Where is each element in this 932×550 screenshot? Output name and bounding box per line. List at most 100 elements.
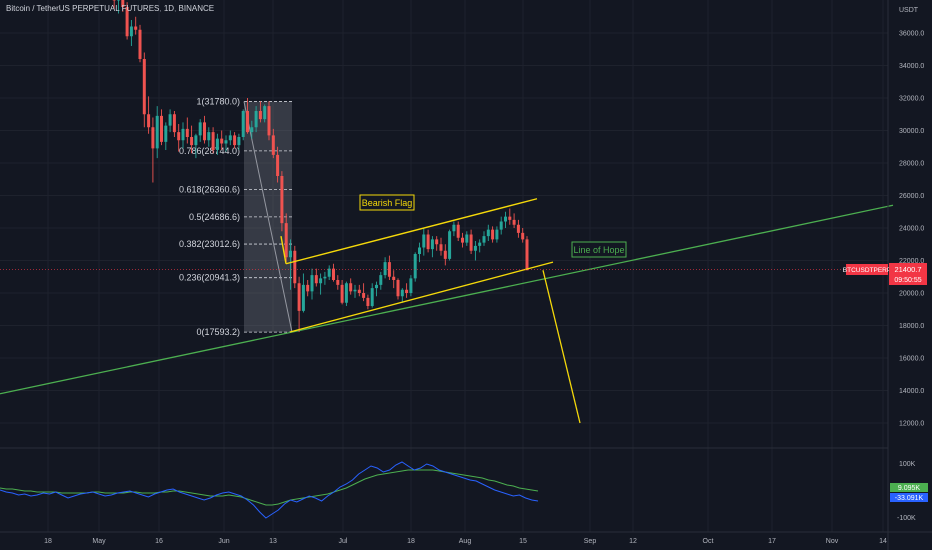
candle-body [387, 262, 391, 277]
price-tick-label: 22000.0 [899, 258, 924, 265]
time-tick-label: 12 [629, 538, 637, 545]
line-of-hope [0, 204, 894, 395]
time-tick-label: Aug [459, 538, 472, 545]
candle-body [224, 140, 228, 144]
fib-retracement[interactable]: 1(31780.0) 0.786(28744.0) 0.618(26360.6) 0.… [179, 97, 293, 338]
candle-body [310, 275, 314, 292]
time-axis[interactable]: 18 May 16 Jun 13 Jul 18 Aug 15 Sep 12 Oct 17 Nov 14 [44, 538, 887, 545]
line-of-hope-layer [0, 204, 894, 395]
time-tick-label: May [92, 538, 106, 545]
candle-body [465, 234, 469, 243]
bearish-flag-label[interactable]: Bearish Flag [359, 194, 415, 211]
candle-body [293, 250, 297, 284]
candle-body [448, 231, 452, 259]
candle-body [319, 278, 323, 284]
indicator-green-tag [890, 483, 928, 492]
candle-body [211, 132, 215, 150]
time-tick-label: Oct [703, 538, 714, 545]
price-tick-label: 36000.0 [899, 31, 924, 38]
fib-level-label: 0(17593.2) [196, 327, 240, 337]
fib-trend-line [243, 101, 293, 333]
candle-body [172, 114, 176, 133]
candle-body [117, 0, 120, 1]
candle-body [246, 111, 249, 133]
candle-body [362, 293, 366, 298]
symbol-tag: BTCUSDTPERP [843, 267, 891, 274]
candle-body [284, 223, 288, 258]
price-tick-label: 24000.0 [899, 226, 924, 233]
candle-body [383, 262, 387, 276]
candle-body [198, 122, 202, 136]
candle-body [241, 111, 245, 137]
fib-level-label: 0.236(20941.3) [179, 273, 240, 283]
line-of-hope-text: Line of Hope [573, 245, 624, 255]
candle-body [215, 138, 219, 150]
candle-body [508, 216, 512, 220]
price-tick-label: 34000.0 [899, 63, 924, 70]
candle-body [228, 135, 232, 141]
price-tick-label: 30000.0 [899, 128, 924, 135]
candle-body [280, 176, 284, 224]
indicator-pane [0, 461, 539, 519]
candle-body [220, 138, 224, 144]
price-axis[interactable]: 36000.0 34000.0 32000.0 30000.0 28000.0 26000… [899, 31, 924, 428]
candle-body [478, 242, 482, 246]
candle-body [426, 234, 430, 250]
candle-body [495, 229, 499, 240]
candle-body [203, 122, 206, 141]
candle-body [190, 137, 194, 146]
candle-body [379, 275, 383, 285]
candle-body [435, 239, 439, 245]
candle-body [482, 236, 486, 243]
candle-body [263, 106, 267, 120]
candle-body [418, 247, 421, 254]
fib-level-label: 0.5(24686.6) [189, 212, 240, 222]
price-tick-label: 14000.0 [899, 388, 924, 395]
line-of-hope-label[interactable]: Line of Hope [571, 241, 627, 258]
indicator-green-value: 9.095K [898, 485, 921, 492]
bearish-flag-layer[interactable] [280, 198, 581, 424]
current-price-value: 21400.7 [894, 265, 921, 274]
indicator-tick-low: -100K [897, 515, 916, 522]
time-tick-label: 16 [155, 538, 163, 545]
price-tick-label: 18000.0 [899, 323, 924, 330]
candle-body [177, 132, 181, 141]
candle-body [344, 283, 348, 303]
candle-body [267, 106, 271, 136]
projection-line [542, 270, 581, 424]
fib-level-label: 0.382(23012.6) [179, 239, 240, 249]
time-tick-label: 14 [879, 538, 887, 545]
candle-body [486, 229, 490, 237]
candle-body [250, 127, 254, 133]
candle-body [409, 278, 413, 293]
candle-body [357, 289, 361, 293]
candle-body [443, 250, 447, 259]
candle-body [452, 224, 456, 232]
candle-body [430, 239, 434, 250]
indicator-main-line [0, 461, 539, 519]
time-tick-label: 13 [269, 538, 277, 545]
time-tick-label: Jul [339, 538, 348, 545]
candle-body [323, 276, 327, 279]
candle-body [297, 283, 301, 311]
candle-body [314, 275, 318, 284]
candle-body [439, 244, 443, 251]
candle-body [138, 29, 142, 59]
candle-body [405, 289, 409, 293]
candle-body [340, 284, 344, 303]
candle-body [521, 232, 525, 240]
candle-body [121, 0, 125, 7]
indicator-tick-high: 100K [899, 461, 916, 468]
time-tick-label: Sep [584, 538, 597, 545]
candle-body [516, 224, 520, 233]
candle-body [289, 250, 292, 258]
indicator-blue-value: -33.091K [895, 495, 924, 502]
price-tick-label: 16000.0 [899, 356, 924, 363]
candle-body [237, 137, 241, 146]
candle-body [491, 229, 495, 240]
candles [112, 0, 529, 332]
candle-body [129, 26, 133, 37]
candle-body [301, 284, 305, 311]
candle-body [185, 128, 189, 137]
